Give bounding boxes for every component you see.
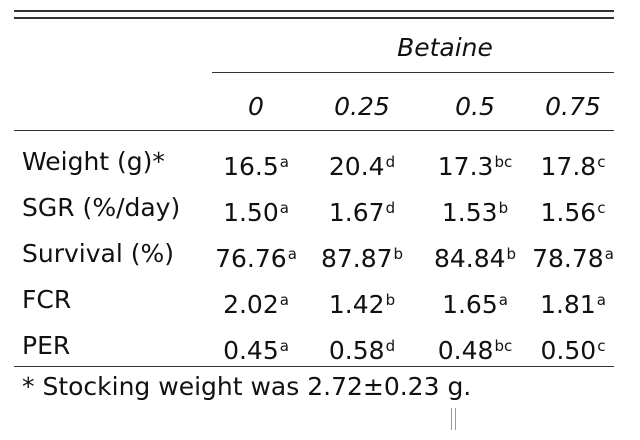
table-cell: 87.87b bbox=[320, 244, 404, 273]
table-cell: 0.48bc bbox=[437, 336, 513, 365]
table-cell: 16.5a bbox=[223, 152, 289, 181]
table-top-rule-second bbox=[14, 17, 614, 19]
table-cell: 76.76a bbox=[215, 244, 297, 273]
cursor-artifact bbox=[451, 408, 457, 430]
table-bottom-rule bbox=[14, 366, 614, 367]
column-header-0: 0 bbox=[248, 92, 264, 121]
table-cell: 1.42b bbox=[328, 290, 396, 319]
table-cell: 1.53b bbox=[441, 198, 509, 227]
row-label-fcr: FCR bbox=[22, 285, 72, 314]
column-header-0.25: 0.25 bbox=[334, 92, 390, 121]
column-header-0.75: 0.75 bbox=[545, 92, 601, 121]
column-header-0.5: 0.5 bbox=[455, 92, 495, 121]
table-top-rule bbox=[14, 10, 614, 12]
table-cell: 1.56c bbox=[540, 198, 606, 227]
table-cell: 1.81a bbox=[540, 290, 606, 319]
betaine-group-header: Betaine bbox=[397, 33, 493, 62]
table-cell: 17.3bc bbox=[437, 152, 513, 181]
row-label-per: PER bbox=[22, 331, 71, 360]
table-cell: 0.50c bbox=[540, 336, 606, 365]
header-bottom-rule bbox=[14, 130, 614, 131]
row-label-weight: Weight (g)* bbox=[22, 147, 165, 176]
betaine-header-underline bbox=[212, 72, 614, 73]
table-cell: 20.4d bbox=[328, 152, 396, 181]
table-cell: 17.8c bbox=[540, 152, 606, 181]
table-footnote: * Stocking weight was 2.72±0.23 g. bbox=[22, 372, 472, 401]
table-cell: 2.02a bbox=[223, 290, 289, 319]
table-cell: 1.67d bbox=[328, 198, 396, 227]
table-cell: 84.84b bbox=[433, 244, 517, 273]
row-label-survival: Survival (%) bbox=[22, 239, 175, 268]
table-cell: 0.58d bbox=[328, 336, 396, 365]
table-cell: 0.45a bbox=[223, 336, 289, 365]
table-cell: 78.78a bbox=[532, 244, 614, 273]
table-cell: 1.65a bbox=[442, 290, 508, 319]
row-label-sgr: SGR (%/day) bbox=[22, 193, 181, 222]
table-cell: 1.50a bbox=[223, 198, 289, 227]
